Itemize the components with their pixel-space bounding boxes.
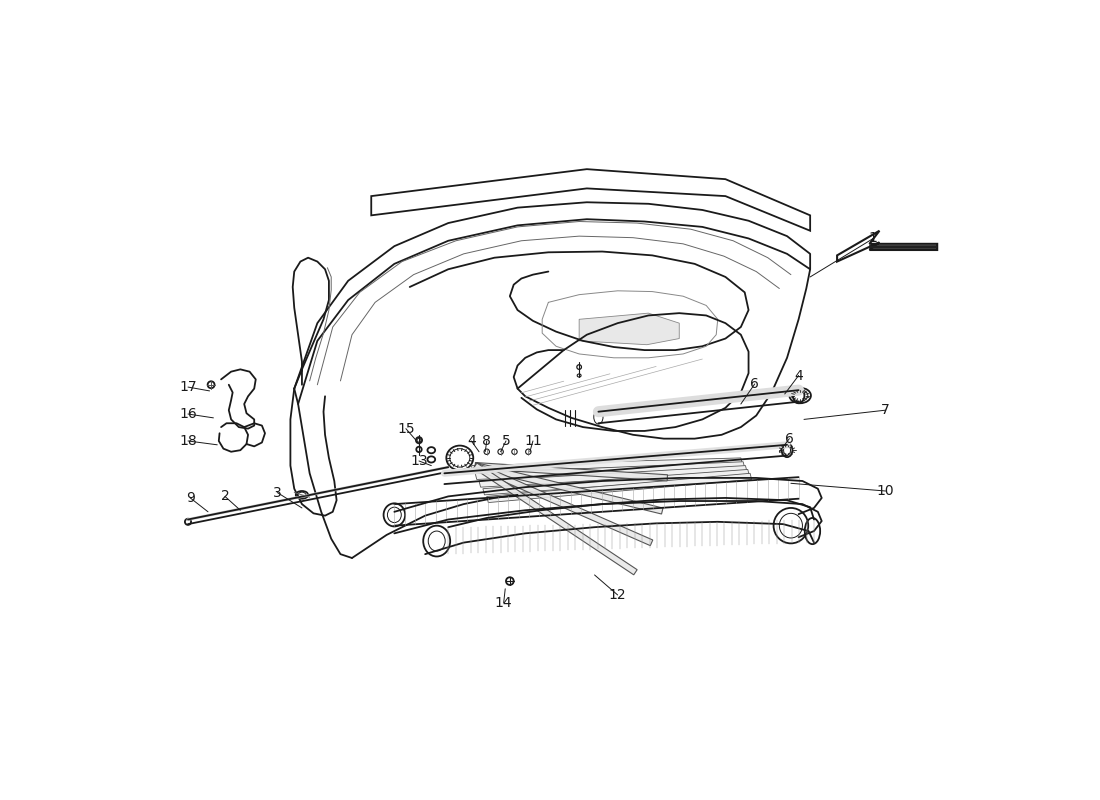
Text: 6: 6 (750, 377, 759, 391)
Text: 18: 18 (179, 434, 197, 448)
Text: 15: 15 (397, 422, 415, 436)
Text: 13: 13 (410, 454, 428, 468)
Polygon shape (472, 458, 742, 472)
Text: 8: 8 (482, 434, 492, 448)
Text: 9: 9 (186, 491, 195, 505)
Text: 4: 4 (794, 369, 803, 382)
Polygon shape (474, 462, 652, 546)
Text: 10: 10 (877, 484, 894, 498)
Text: 5: 5 (502, 434, 510, 448)
Text: 6: 6 (785, 432, 794, 446)
Polygon shape (473, 463, 637, 575)
Text: 14: 14 (495, 596, 513, 610)
Polygon shape (486, 474, 751, 502)
Polygon shape (869, 246, 937, 249)
Polygon shape (475, 462, 745, 479)
Polygon shape (580, 313, 680, 345)
Text: 3: 3 (273, 486, 282, 499)
Polygon shape (474, 462, 663, 514)
Text: 16: 16 (179, 407, 197, 421)
Polygon shape (480, 466, 747, 487)
Polygon shape (475, 462, 668, 481)
Polygon shape (483, 470, 749, 495)
Text: 12: 12 (608, 588, 627, 602)
Text: 7: 7 (881, 403, 890, 417)
Text: 1: 1 (869, 231, 878, 246)
Text: 2: 2 (221, 490, 229, 503)
Text: 11: 11 (524, 434, 542, 448)
Text: 17: 17 (179, 380, 197, 394)
Text: 4: 4 (468, 434, 475, 448)
